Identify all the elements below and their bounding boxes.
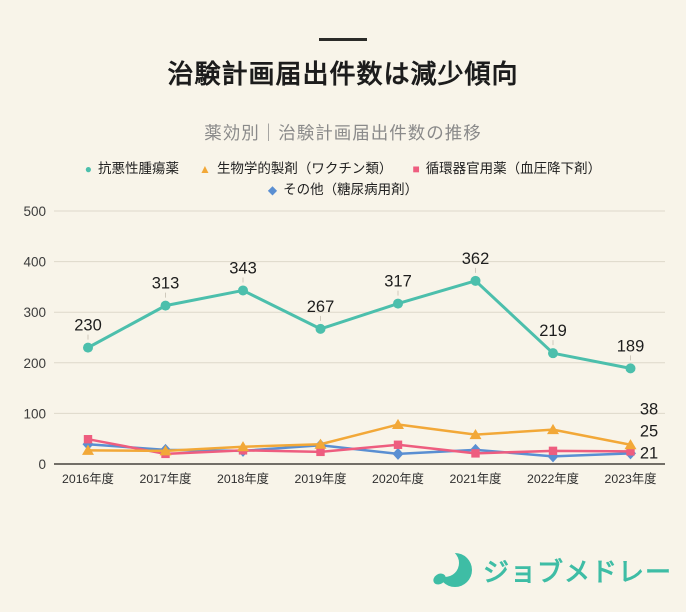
svg-text:200: 200 [23, 356, 46, 371]
legend-label: 抗悪性腫瘍薬 [98, 161, 180, 176]
svg-text:0: 0 [38, 457, 46, 472]
svg-text:2018年度: 2018年度 [217, 471, 269, 486]
svg-text:400: 400 [23, 255, 46, 270]
svg-text:2017年度: 2017年度 [140, 471, 192, 486]
svg-text:25: 25 [640, 422, 658, 440]
svg-text:189: 189 [617, 337, 645, 355]
legend-item-biological: ▲ 生物学的製剤（ワクチン類） [199, 160, 392, 178]
legend-row-1: ● 抗悪性腫瘍薬 ▲ 生物学的製剤（ワクチン類） ■ 循環器官用薬（血圧降下剤） [0, 160, 686, 178]
svg-text:2022年度: 2022年度 [527, 471, 579, 486]
svg-text:21: 21 [640, 444, 658, 462]
legend-label: その他（糖尿病用剤） [283, 182, 419, 197]
svg-text:500: 500 [23, 206, 46, 219]
jobmedley-crescent-icon [430, 549, 472, 587]
chart-subtitle: 薬効別｜治験計画届出件数の推移 [204, 123, 482, 143]
svg-text:2019年度: 2019年度 [295, 471, 347, 486]
diamond-marker-icon: ◆ [267, 183, 278, 197]
svg-text:313: 313 [152, 275, 180, 293]
svg-text:343: 343 [229, 259, 257, 277]
svg-text:2023年度: 2023年度 [605, 471, 657, 486]
legend-item-antineoplastic: ● 抗悪性腫瘍薬 [85, 160, 179, 178]
circle-marker-icon: ● [84, 162, 93, 176]
line-chart: 0 100 200 300 400 500 2016年度 2017年度 2018年度 2019年度… [23, 204, 665, 486]
svg-text:38: 38 [640, 400, 658, 418]
brand-logo-text: ジョブメドレー [482, 557, 672, 587]
chart-area: 0 100 200 300 400 500 2016年度 2017年度 2018年度 2019年度… [0, 204, 686, 496]
square-marker-icon: ■ [412, 162, 420, 176]
svg-text:362: 362 [462, 250, 490, 268]
legend-item-cardiovascular: ■ 循環器官用薬（血圧降下剤） [412, 160, 601, 178]
legend-label: 循環器官用薬（血圧降下剤） [425, 161, 602, 176]
svg-text:317: 317 [384, 273, 412, 291]
legend-item-other: ◆ その他（糖尿病用剤） [268, 181, 418, 199]
svg-text:100: 100 [23, 406, 46, 421]
svg-text:2020年度: 2020年度 [372, 471, 424, 486]
triangle-marker-icon: ▲ [199, 162, 211, 176]
brand-logo: ジョブメドレー [430, 549, 672, 592]
svg-text:2016年度: 2016年度 [62, 471, 114, 486]
legend-label: 生物学的製剤（ワクチン類） [216, 161, 393, 176]
svg-text:267: 267 [307, 298, 335, 316]
legend-row-2: ◆ その他（糖尿病用剤） [0, 181, 686, 199]
chart-legend: ● 抗悪性腫瘍薬 ▲ 生物学的製剤（ワクチン類） ■ 循環器官用薬（血圧降下剤）… [0, 160, 686, 199]
page-title: 治験計画届出件数は減少傾向 [167, 59, 519, 89]
svg-text:230: 230 [74, 317, 102, 335]
svg-text:300: 300 [23, 305, 46, 320]
title-accent-dash [319, 38, 367, 41]
svg-text:219: 219 [539, 322, 567, 340]
svg-text:2021年度: 2021年度 [450, 471, 502, 486]
